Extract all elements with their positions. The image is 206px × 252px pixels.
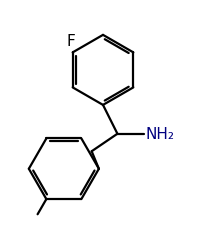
Text: F: F <box>66 34 75 49</box>
Text: NH₂: NH₂ <box>145 127 174 142</box>
